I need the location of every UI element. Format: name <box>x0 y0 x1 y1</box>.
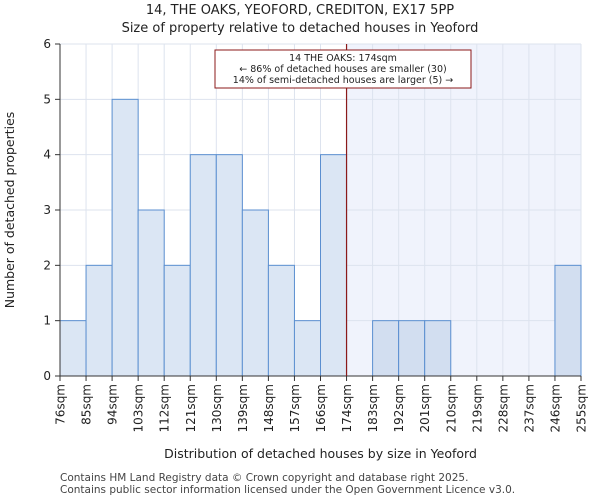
y-tick-label: 1 <box>43 314 51 328</box>
x-tick-label: 94sqm <box>106 384 120 425</box>
annotation-line: ← 86% of detached houses are smaller (30… <box>239 64 446 75</box>
y-tick-label: 2 <box>43 258 51 272</box>
x-tick-label: 219sqm <box>470 384 484 432</box>
histogram-bar <box>163 264 191 377</box>
histogram-bar <box>189 154 217 377</box>
x-axis-title: Distribution of detached houses by size … <box>164 446 477 461</box>
histogram-bar <box>111 98 139 377</box>
x-tick-label: 183sqm <box>366 384 380 432</box>
footer-licence: Contains public sector information licen… <box>60 484 516 496</box>
histogram-bar <box>267 264 295 377</box>
y-tick-label: 6 <box>43 37 51 51</box>
histogram-bar <box>320 154 348 377</box>
x-tick-label: 166sqm <box>314 384 328 432</box>
histogram-bar <box>59 320 87 377</box>
histogram-bar <box>372 320 400 377</box>
x-tick-label: 130sqm <box>210 384 224 432</box>
x-tick-label: 85sqm <box>80 384 94 425</box>
histogram-bar <box>241 209 269 377</box>
x-tick-label: 174sqm <box>340 384 354 432</box>
histogram-bar <box>293 320 322 377</box>
x-tick-label: 255sqm <box>575 384 589 432</box>
x-tick-label: 76sqm <box>54 384 68 425</box>
x-tick-label: 121sqm <box>184 384 198 432</box>
x-tick-label: 210sqm <box>444 384 458 432</box>
x-tick-label: 139sqm <box>236 384 250 432</box>
histogram-bar <box>424 320 452 377</box>
y-tick-label: 5 <box>43 92 51 106</box>
y-axis-title: Number of detached properties <box>2 112 17 309</box>
histogram-bar <box>554 264 582 377</box>
annotation-box <box>214 49 472 89</box>
x-tick-label: 201sqm <box>418 384 432 432</box>
annotation-line: 14% of semi-detached houses are larger (… <box>233 75 453 86</box>
histogram-bar <box>215 154 243 377</box>
chart-subtitle: Size of property relative to detached ho… <box>121 21 479 36</box>
x-tick-label: 148sqm <box>262 384 276 432</box>
x-tick-label: 157sqm <box>288 384 302 432</box>
y-tick-label: 3 <box>43 203 51 217</box>
x-tick-label: 228sqm <box>496 384 510 432</box>
x-tick-label: 112sqm <box>158 384 172 432</box>
histogram-bar <box>137 209 165 377</box>
footer-copyright: Contains HM Land Registry data © Crown c… <box>60 472 469 484</box>
x-tick-label: 237sqm <box>522 384 536 432</box>
x-tick-label: 192sqm <box>392 384 406 432</box>
chart-title: 14, THE OAKS, YEOFORD, CREDITON, EX17 5P… <box>145 3 455 18</box>
histogram-bar <box>85 264 113 377</box>
x-tick-label: 246sqm <box>548 384 562 432</box>
y-tick-label: 0 <box>43 369 51 383</box>
x-tick-label: 103sqm <box>132 384 146 432</box>
y-tick-label: 4 <box>43 148 51 162</box>
annotation-line: 14 THE OAKS: 174sqm <box>289 53 397 64</box>
histogram-chart: 0 1 2 3 4 5 6 76sqm 85sqm 94sqm 103sqm 112sqm 121sqm… <box>2 37 589 461</box>
histogram-bar <box>398 320 426 377</box>
